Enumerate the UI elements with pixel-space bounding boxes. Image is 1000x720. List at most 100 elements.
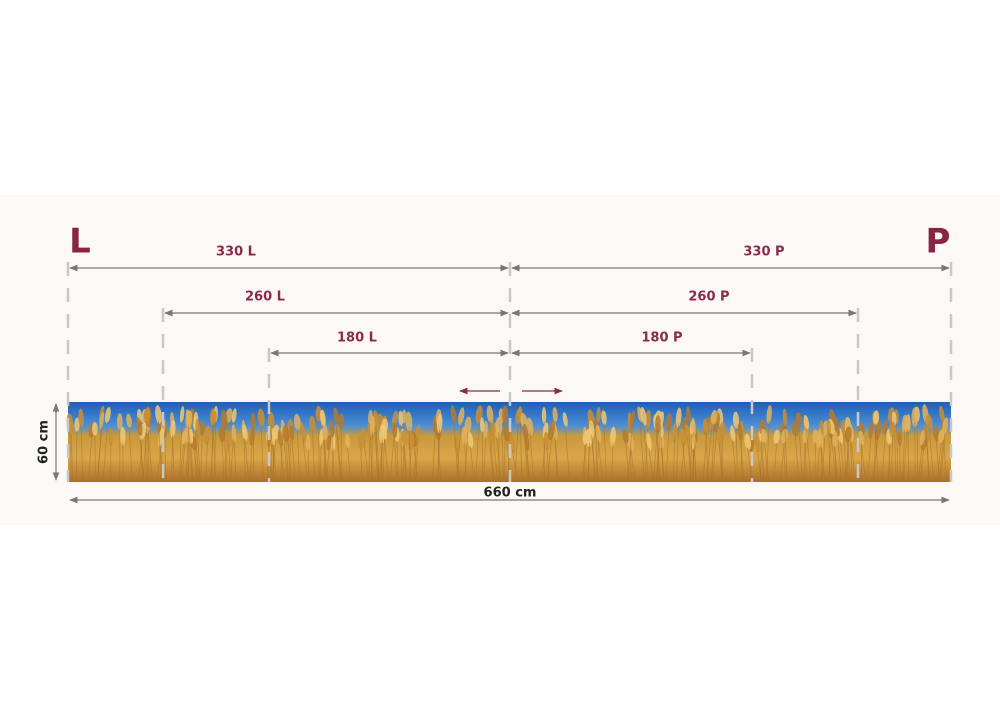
wheat-stalk <box>805 428 812 483</box>
wheat-stalk <box>94 434 96 483</box>
wheat-ear <box>672 422 678 443</box>
wheat-stalk <box>529 432 535 483</box>
wheat-stalk <box>381 439 383 483</box>
wheat-stalk <box>867 436 872 483</box>
wheat-ear <box>220 409 228 430</box>
wheat-ear <box>117 413 123 431</box>
wheat-stalk <box>591 434 596 483</box>
wheat-ear <box>818 428 824 449</box>
wheat-stalk <box>675 423 680 483</box>
wheat-ear <box>780 428 789 444</box>
wheat-stalk <box>280 444 285 483</box>
wheat-ear <box>458 407 465 426</box>
wheat-stalk <box>185 425 190 483</box>
wheat-stalk <box>816 446 821 483</box>
wheat-stalk <box>128 426 133 483</box>
wheat-ear <box>277 429 284 447</box>
wheat-ear <box>185 409 192 429</box>
wheat-ear <box>552 407 558 423</box>
wheat-ear <box>405 411 413 432</box>
wheat-stalk <box>272 440 277 483</box>
wheat-ear <box>309 415 316 433</box>
wheat-stalk <box>830 432 837 483</box>
wheat-ear <box>595 424 602 443</box>
wheat-stalk <box>331 434 335 483</box>
wheat-stalk <box>481 430 484 483</box>
wheat-ear <box>773 429 780 445</box>
wheat-ear <box>250 412 256 431</box>
wheat-ear <box>675 407 682 428</box>
wheat-stalk <box>732 439 737 483</box>
wheat-stalk <box>205 441 208 483</box>
wheat-stalk <box>902 429 906 483</box>
wheat-stalk <box>611 442 614 483</box>
dimension-label: 330 L <box>216 245 256 260</box>
wheat-ear <box>357 434 365 449</box>
wheat-stalk <box>735 426 738 483</box>
wheat-stalk <box>88 436 93 483</box>
wheat-stalk <box>483 436 487 483</box>
wheat-ear <box>844 426 852 443</box>
wheat-stalk <box>326 448 330 483</box>
wheat-stalk <box>70 434 74 483</box>
wheat-stalk <box>415 440 419 483</box>
wheat-ear <box>210 411 217 425</box>
wheat-ear <box>231 424 237 443</box>
right-side: P <box>926 222 951 262</box>
wheat-stalk <box>408 427 412 483</box>
wheat-ear <box>541 407 547 425</box>
wheat-stalk <box>940 432 946 483</box>
wheat-stalk <box>296 428 301 483</box>
wheat-stalk <box>739 437 745 483</box>
wheat-stalk <box>335 421 341 483</box>
wheat-ear <box>322 424 328 441</box>
wheat-stalk <box>214 420 217 483</box>
wheat-stalk <box>564 425 571 483</box>
wheat-ear <box>644 410 652 430</box>
wheat-stalk <box>839 441 846 483</box>
wheat-ear <box>299 422 306 442</box>
wheat-stalk <box>400 424 403 483</box>
wheat-ear <box>703 418 709 434</box>
wheat-ear <box>622 429 629 444</box>
wheat-ear <box>640 407 647 426</box>
wheat-ear <box>710 409 718 425</box>
wheat-stalk <box>850 440 853 483</box>
wheat-stalk <box>525 437 530 483</box>
wheat-stalk <box>873 423 877 483</box>
wheat-ear <box>548 420 556 441</box>
wheat-stalk <box>302 437 309 483</box>
wheat-stalk <box>845 440 849 483</box>
wheat-stalk <box>260 423 264 483</box>
wheat-stalk <box>916 420 919 483</box>
wheat-stalk <box>97 426 103 483</box>
wheat-ear <box>293 413 301 431</box>
wheat-stalk <box>520 421 523 483</box>
wheat-ear <box>766 405 772 424</box>
wheat-stalk <box>936 442 942 483</box>
wheat-stalk <box>475 420 480 483</box>
wheat-ear <box>716 427 722 445</box>
wheat-stalk <box>843 434 847 483</box>
wheat-ear <box>803 415 810 430</box>
wheat-ear <box>189 428 194 445</box>
wheat-stalk <box>223 425 227 483</box>
dimension-lines <box>52 264 950 504</box>
wheat-stalk <box>394 435 398 483</box>
wheat-ear <box>68 420 75 436</box>
wheat-ear <box>901 414 908 433</box>
wheat-ear <box>737 423 743 441</box>
dimension-label: 260 P <box>688 290 729 305</box>
wheat-stalk <box>453 420 459 483</box>
wheat-stalk <box>142 421 148 483</box>
wheat-stalk <box>464 431 469 483</box>
wheat-ear <box>257 408 265 427</box>
wheat-stalk <box>757 449 762 483</box>
wheat-stalk <box>655 426 662 483</box>
wheat-ear <box>104 407 111 424</box>
wheat-stalk <box>836 432 843 483</box>
dimension-label: 180 P <box>641 331 682 346</box>
width-label: 660 cm <box>484 486 537 501</box>
wheat-stalk <box>660 436 665 483</box>
wheat-stalk <box>287 443 292 483</box>
